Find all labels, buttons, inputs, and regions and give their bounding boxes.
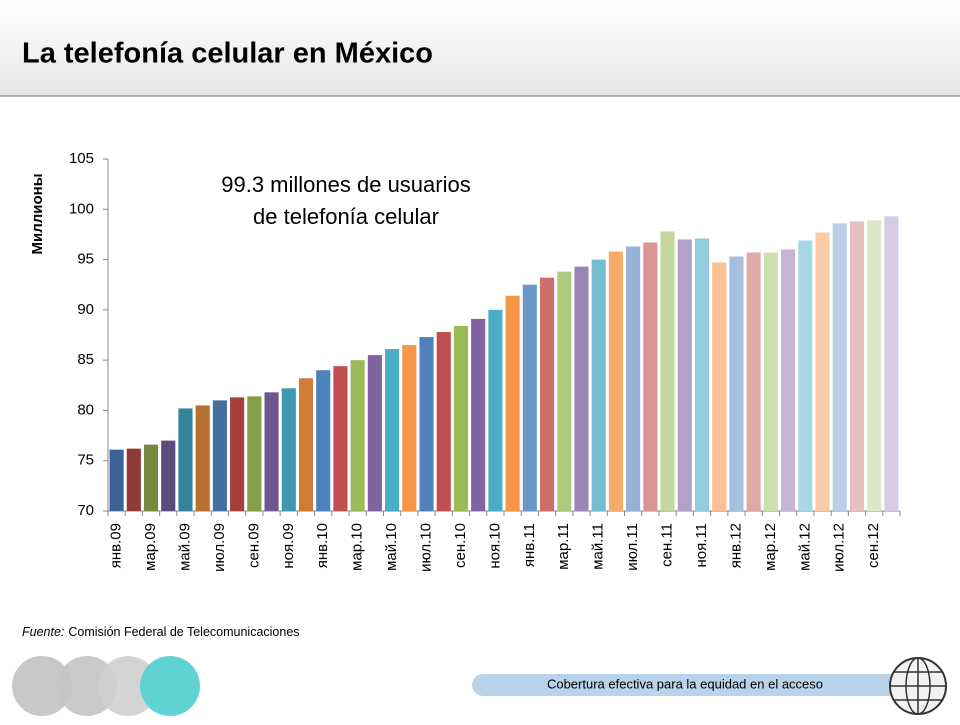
globe-icon [889,657,947,715]
y-tick-label: 70 [77,502,94,519]
header-band [0,0,960,96]
bar [729,256,744,511]
x-tick-label: мар.09 [142,523,159,571]
y-tick-label: 95 [77,251,94,268]
source-label: Fuente: [22,625,64,639]
x-tick-label: сен.11 [659,523,676,567]
footer-pill [472,674,912,696]
bar [849,221,865,511]
decor-circle [57,656,117,716]
bar [230,397,245,511]
x-tick-label: июл.11 [624,523,641,571]
x-tick-label: мар.12 [762,523,779,571]
bar [385,349,400,511]
bar [281,388,296,511]
bar [626,246,641,512]
x-tick-label: мар.11 [555,523,572,570]
bar [832,223,847,511]
source-text: Comisión Federal de Telecomunicaciones [68,625,299,639]
x-tick-label: май.12 [796,523,813,571]
bar [126,448,141,511]
x-tick-label: янв.12 [727,523,744,568]
decor-circle [140,656,200,716]
bar [436,331,451,511]
bar [591,259,606,511]
bar [781,249,796,511]
x-tick-label: янв.09 [108,523,125,568]
annotation: de telefonía celular [253,204,439,229]
bar [798,240,813,511]
bar [471,318,486,511]
bar [161,440,176,511]
bar [453,325,469,511]
y-axis-label: Миллионы [29,173,46,254]
bar [367,355,382,511]
bar [247,396,262,511]
x-tick-label: июл.10 [417,523,434,572]
x-tick-label: май.11 [590,523,607,570]
decor-circles [12,656,200,716]
y-tick-label: 75 [77,452,94,469]
bar [109,449,124,511]
slide-title: La telefonía celular en México [22,38,433,70]
x-tick-label: ноя.10 [486,523,503,569]
bar [505,295,520,511]
bar [298,378,314,511]
bar [316,370,331,511]
x-tick-label: сен.12 [865,523,882,568]
y-tick-label: 80 [77,401,94,418]
x-tick-label: янв.11 [521,523,538,567]
bar [402,345,417,511]
x-tick-label: ноя.09 [280,523,297,569]
bar [350,360,365,511]
bar [643,242,658,511]
bar [694,238,710,512]
x-tick-label: янв.10 [314,523,331,568]
bar [143,444,159,511]
bar [419,337,434,511]
bar [522,284,537,511]
x-tick-label: май.10 [383,523,400,571]
decor-circle [98,656,158,716]
y-tick-label: 105 [69,150,94,167]
x-tick-label: июл.09 [211,523,228,572]
x-tick-label: ноя.11 [693,523,710,568]
bar [815,232,830,511]
bar [884,216,899,511]
bar [746,252,761,511]
bar [763,252,778,511]
bar [539,277,555,511]
decor-circle [12,656,72,716]
x-tick-label: мар.10 [349,523,366,571]
annotation: 99.3 millones de usuarios [221,172,470,197]
x-tick-label: сен.09 [245,523,262,568]
bar [264,392,279,511]
source: Fuente: Comisión Federal de Telecomunicac… [22,625,300,639]
bar [867,220,882,511]
bar [488,309,503,511]
footer-text: Cobertura efectiva para la equidad en el… [547,676,823,691]
bar [574,266,589,511]
bar [557,271,572,511]
x-tick-label: сен.10 [452,523,469,568]
x-tick-label: июл.12 [831,523,848,572]
y-tick-label: 100 [69,200,94,217]
y-tick-label: 85 [77,351,94,368]
bar [660,231,675,511]
bar [333,366,348,511]
bar [195,405,210,511]
bar [677,239,692,511]
bar [608,251,623,512]
x-tick-label: май.09 [176,523,193,571]
plot: 70 75 80 85 90 95 100 105 янв.09 мар.09 май.09 июл.… [69,150,901,572]
bar [178,408,193,511]
bar [712,262,727,511]
bar [212,400,227,511]
y-tick-label: 90 [77,301,94,318]
